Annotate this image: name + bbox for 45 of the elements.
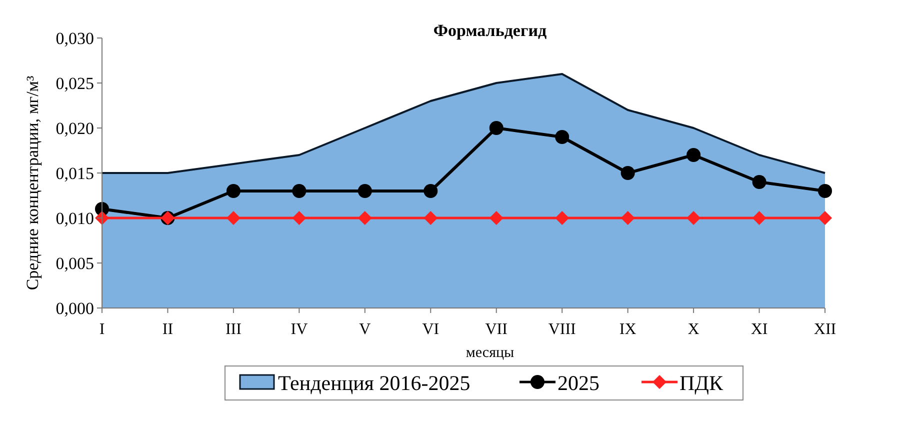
- x-tick-label: I: [99, 321, 105, 338]
- point: [226, 184, 240, 198]
- x-tick-label: IV: [290, 321, 308, 338]
- point: [686, 211, 701, 225]
- point: [818, 211, 832, 225]
- point: [292, 184, 306, 198]
- x-tick-label: X: [688, 321, 700, 338]
- point: [620, 211, 635, 225]
- y-tick-label: 0,025: [56, 74, 94, 93]
- chart-title: Формальдегид: [433, 21, 547, 40]
- point: [620, 166, 635, 180]
- x-tick-label: V: [359, 321, 372, 338]
- point: [555, 130, 570, 144]
- x-tick-label: IX: [619, 321, 637, 338]
- y-tick-label: 0,000: [56, 299, 94, 318]
- point: [752, 211, 766, 225]
- point: [489, 211, 504, 225]
- y-tick-label: 0,005: [56, 254, 94, 273]
- point: [292, 211, 306, 225]
- y-tick-label: 0,020: [56, 119, 94, 138]
- legend-label: 2025: [558, 371, 600, 395]
- point: [489, 121, 504, 135]
- point: [818, 184, 832, 198]
- point: [424, 184, 438, 198]
- y-tick-label: 0,030: [56, 29, 94, 48]
- x-tick-label: VII: [485, 321, 508, 338]
- legend-label: ПДК: [680, 371, 724, 395]
- x-tick-label: II: [162, 321, 174, 338]
- x-tick-label: XII: [814, 321, 836, 338]
- y-tick-label: 0,015: [56, 164, 94, 183]
- point: [226, 211, 240, 225]
- legend-label: Тенденция 2016-2025: [278, 371, 470, 395]
- x-tick-label: XI: [750, 321, 768, 338]
- x-tick-label: III: [225, 321, 242, 338]
- point: [686, 148, 701, 162]
- y-tick-label: 0,010: [56, 209, 94, 228]
- point: [555, 211, 570, 225]
- x-axis-title: месяцы: [466, 345, 514, 361]
- y-axis-title: Средние концентрации, мг/м³: [23, 76, 42, 290]
- point: [752, 175, 766, 189]
- x-tick-label: VI: [422, 321, 440, 338]
- point: [424, 211, 438, 225]
- point: [358, 184, 372, 198]
- x-tick-label: VIII: [548, 321, 576, 338]
- point: [358, 211, 372, 225]
